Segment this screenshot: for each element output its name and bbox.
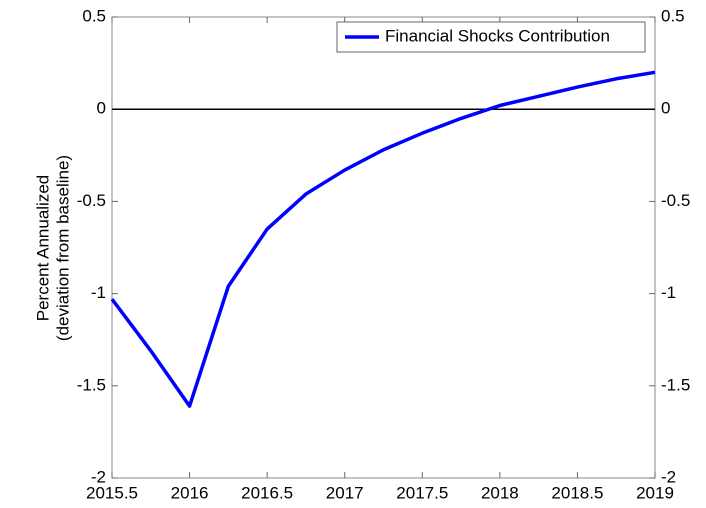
x-tick-label: 2017.5: [396, 483, 448, 502]
y2-tick-label: 0.5: [661, 6, 685, 25]
plot-frame: [111, 16, 656, 479]
y-tick-label: -0.5: [77, 191, 106, 210]
legend-box: [336, 21, 646, 53]
legend-label: Financial Shocks Contribution: [385, 26, 610, 45]
x-tick-label: 2016.5: [241, 483, 293, 502]
y-axis-label: (deviation from baseline): [53, 155, 72, 341]
x-tick-label: 2019: [636, 483, 674, 502]
data-line: [110, 70, 656, 408]
y2-tick-label: -1: [661, 283, 676, 302]
y-axis-label: Percent Annualized: [33, 175, 52, 322]
x-tick-label: 2015.5: [86, 483, 138, 502]
x-tick-label: 2017: [326, 483, 364, 502]
x-tick-label: 2018: [481, 483, 519, 502]
x-tick-label: 2016: [171, 483, 209, 502]
y2-tick-label: -1.5: [661, 375, 690, 394]
y2-tick-label: 0: [661, 99, 670, 118]
x-tick-label: 2018.5: [551, 483, 603, 502]
y2-tick-label: -2: [661, 467, 676, 486]
y-tick-label: 0: [97, 99, 106, 118]
y-tick-label: -1: [91, 283, 106, 302]
y-tick-label: -1.5: [77, 375, 106, 394]
y-tick-label: -2: [91, 467, 106, 486]
y2-tick-label: -0.5: [661, 191, 690, 210]
y-tick-label: 0.5: [82, 6, 106, 25]
